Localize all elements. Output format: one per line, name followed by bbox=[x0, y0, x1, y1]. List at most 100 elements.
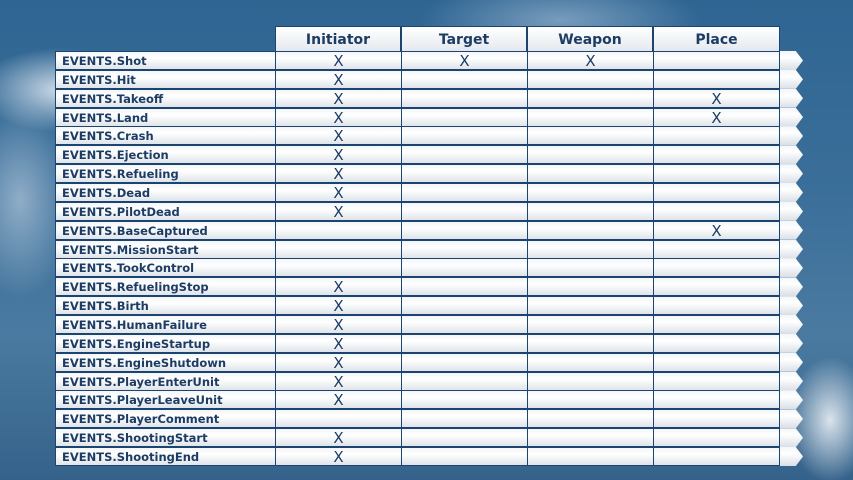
cell-weapon bbox=[527, 164, 653, 184]
row-arrow-tab bbox=[779, 428, 803, 448]
row-arrow-tab bbox=[779, 126, 803, 146]
event-name: EVENTS.Takeoff bbox=[55, 88, 275, 108]
event-name: EVENTS.ShootingStart bbox=[55, 428, 275, 448]
event-name: EVENTS.PlayerEnterUnit bbox=[55, 371, 275, 391]
cell-weapon bbox=[527, 69, 653, 89]
cell-target bbox=[401, 107, 527, 127]
row-arrow-tab bbox=[779, 333, 803, 353]
table-row: EVENTS.ShootingStart X bbox=[55, 428, 803, 448]
table-row: EVENTS.Land X X bbox=[55, 107, 803, 127]
cell-weapon bbox=[527, 333, 653, 353]
cell-weapon bbox=[527, 220, 653, 240]
table-row: EVENTS.Dead X bbox=[55, 183, 803, 203]
row-arrow-tab bbox=[779, 88, 803, 108]
table-row: EVENTS.RefuelingStop X bbox=[55, 277, 803, 297]
cell-initiator: X bbox=[275, 352, 401, 372]
row-arrow-tab bbox=[779, 447, 803, 467]
table-row: EVENTS.Refueling X bbox=[55, 164, 803, 184]
cell-place bbox=[653, 352, 780, 372]
cell-target bbox=[401, 296, 527, 316]
row-arrow-tab bbox=[779, 296, 803, 316]
cell-initiator: X bbox=[275, 371, 401, 391]
cell-place: X bbox=[653, 88, 780, 108]
table-row: EVENTS.Takeoff X X bbox=[55, 88, 803, 108]
cell-weapon bbox=[527, 126, 653, 146]
cell-place bbox=[653, 296, 780, 316]
cell-initiator: X bbox=[275, 126, 401, 146]
cell-target bbox=[401, 390, 527, 410]
table-row: EVENTS.PilotDead X bbox=[55, 201, 803, 221]
row-arrow-tab bbox=[779, 371, 803, 391]
table-row: EVENTS.EngineStartup X bbox=[55, 333, 803, 353]
table-row: EVENTS.Shot X X X bbox=[55, 51, 803, 70]
row-arrow-tab bbox=[779, 277, 803, 297]
cell-target bbox=[401, 239, 527, 259]
cell-weapon bbox=[527, 390, 653, 410]
cell-weapon bbox=[527, 447, 653, 467]
cell-place: X bbox=[653, 220, 780, 240]
cell-place bbox=[653, 51, 780, 70]
cell-place bbox=[653, 315, 780, 335]
cell-weapon bbox=[527, 88, 653, 108]
row-arrow-tab bbox=[779, 145, 803, 165]
row-arrow-tab bbox=[779, 164, 803, 184]
cell-target bbox=[401, 371, 527, 391]
table-row: EVENTS.PlayerEnterUnit X bbox=[55, 371, 803, 391]
cell-initiator: X bbox=[275, 428, 401, 448]
cell-place bbox=[653, 183, 780, 203]
cell-place bbox=[653, 258, 780, 278]
table-row: EVENTS.HumanFailure X bbox=[55, 315, 803, 335]
cell-weapon bbox=[527, 239, 653, 259]
row-arrow-tab bbox=[779, 51, 803, 70]
cell-place bbox=[653, 164, 780, 184]
cell-place: X bbox=[653, 107, 780, 127]
cell-place bbox=[653, 126, 780, 146]
cell-place bbox=[653, 277, 780, 297]
cell-initiator: X bbox=[275, 145, 401, 165]
cell-weapon bbox=[527, 107, 653, 127]
cell-place bbox=[653, 409, 780, 429]
cell-initiator: X bbox=[275, 51, 401, 70]
event-name: EVENTS.TookControl bbox=[55, 258, 275, 278]
cell-target bbox=[401, 183, 527, 203]
cell-target bbox=[401, 409, 527, 429]
row-arrow-tab bbox=[779, 409, 803, 429]
event-name: EVENTS.Dead bbox=[55, 183, 275, 203]
cell-initiator: X bbox=[275, 69, 401, 89]
event-name: EVENTS.PilotDead bbox=[55, 201, 275, 221]
row-arrow-tab bbox=[779, 390, 803, 410]
cell-target bbox=[401, 315, 527, 335]
cell-initiator: X bbox=[275, 107, 401, 127]
cell-place bbox=[653, 201, 780, 221]
row-arrow-tab bbox=[779, 258, 803, 278]
cell-initiator: X bbox=[275, 164, 401, 184]
column-header-place: Place bbox=[653, 26, 780, 51]
column-header-target: Target bbox=[401, 26, 527, 51]
cell-initiator bbox=[275, 220, 401, 240]
event-name: EVENTS.Crash bbox=[55, 126, 275, 146]
table-row: EVENTS.PlayerLeaveUnit X bbox=[55, 390, 803, 410]
cell-initiator: X bbox=[275, 88, 401, 108]
event-name: EVENTS.PlayerComment bbox=[55, 409, 275, 429]
cell-target bbox=[401, 69, 527, 89]
row-arrow-tab bbox=[779, 315, 803, 335]
cell-target bbox=[401, 333, 527, 353]
cell-weapon bbox=[527, 315, 653, 335]
table-row: EVENTS.ShootingEnd X bbox=[55, 447, 803, 467]
table-row: EVENTS.Ejection X bbox=[55, 145, 803, 165]
column-header-weapon: Weapon bbox=[527, 26, 653, 51]
row-arrow-tab bbox=[779, 352, 803, 372]
cell-place bbox=[653, 428, 780, 448]
event-name: EVENTS.EngineShutdown bbox=[55, 352, 275, 372]
cell-weapon: X bbox=[527, 51, 653, 70]
cell-weapon bbox=[527, 277, 653, 297]
cell-weapon bbox=[527, 371, 653, 391]
event-name: EVENTS.Ejection bbox=[55, 145, 275, 165]
event-name: EVENTS.Refueling bbox=[55, 164, 275, 184]
table-row: EVENTS.MissionStart bbox=[55, 239, 803, 259]
cell-place bbox=[653, 333, 780, 353]
cell-weapon bbox=[527, 201, 653, 221]
cell-place bbox=[653, 145, 780, 165]
cell-target bbox=[401, 145, 527, 165]
event-name: EVENTS.PlayerLeaveUnit bbox=[55, 390, 275, 410]
